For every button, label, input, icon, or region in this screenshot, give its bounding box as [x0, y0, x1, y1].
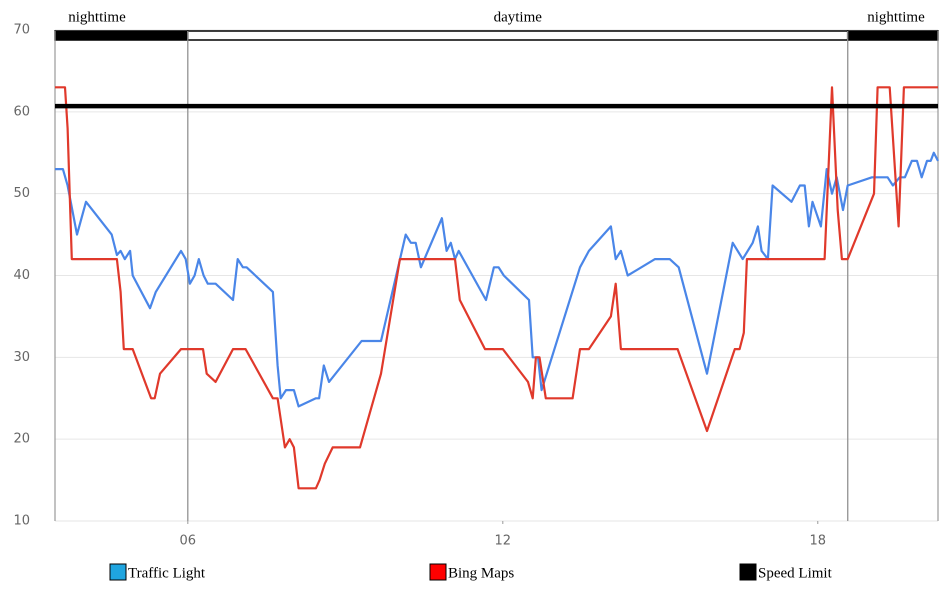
- legend-label: Traffic Light: [128, 565, 206, 581]
- legend-label: Bing Maps: [448, 565, 514, 581]
- y-tick-label: 20: [13, 432, 30, 447]
- x-tick-label: 18: [810, 534, 827, 549]
- y-tick-label: 10: [13, 514, 30, 529]
- legend-label: Speed Limit: [758, 565, 833, 581]
- y-tick-label: 60: [13, 104, 30, 119]
- y-tick-label: 70: [13, 23, 30, 38]
- legend-swatch: [429, 563, 447, 581]
- period-bar: [187, 30, 849, 41]
- y-tick-label: 40: [13, 268, 30, 283]
- period-bar: [846, 30, 939, 41]
- series-line: [55, 151, 939, 408]
- legend-swatch: [109, 563, 127, 581]
- y-tick-label: 50: [13, 186, 30, 201]
- x-tick-label: 06: [180, 534, 197, 549]
- legend-swatch: [739, 563, 757, 581]
- x-tick-label: 12: [495, 534, 512, 549]
- y-tick-label: 30: [13, 350, 30, 365]
- period-bar: [54, 30, 189, 41]
- period-label: daytime: [494, 9, 543, 25]
- series-line: [55, 86, 938, 490]
- period-label: nighttime: [68, 9, 126, 25]
- period-label: nighttime: [867, 9, 925, 25]
